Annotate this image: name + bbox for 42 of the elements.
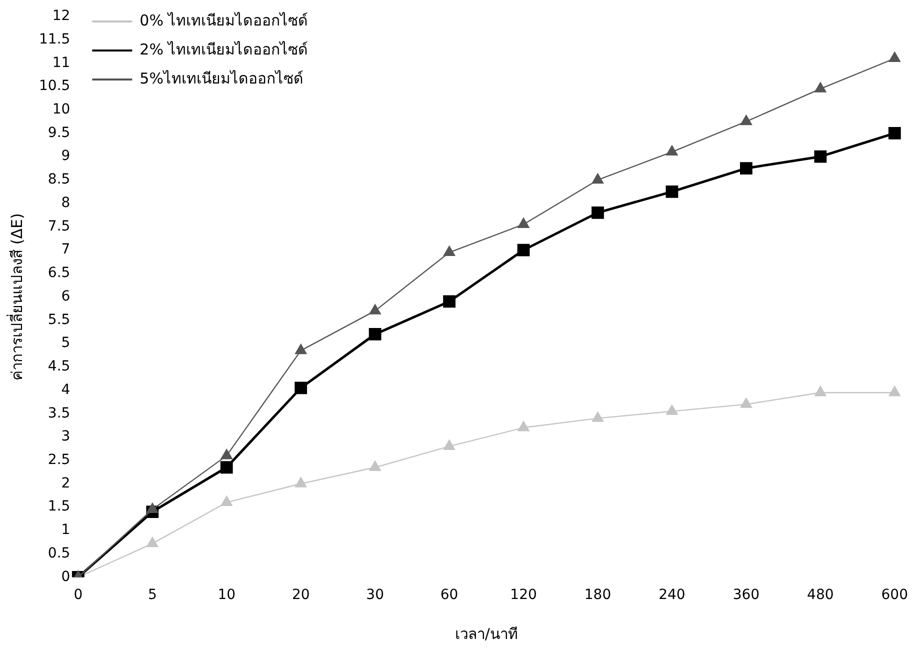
y-tick-label: 10.5 [39,78,70,94]
y-tick-label: 4 [61,382,70,398]
y-tick-label: 5 [61,335,70,352]
y-tick-label: 2 [61,475,70,492]
y-tick-label: 6 [61,288,70,304]
y-tick-label: 10 [52,102,70,118]
y-tick-label: 8.5 [48,172,70,188]
x-tick-label: 10 [218,587,236,604]
y-tick-label: 11 [52,54,70,71]
y-tick-label: 6.5 [48,265,70,282]
y-tick-label: 1.5 [48,498,70,515]
legend-label: 2% ไทเทเนียมไดออกไซด์ [140,40,308,58]
y-tick-label: 4.5 [48,358,70,375]
y-tick-label: 1 [61,522,70,538]
y-tick-label: 0 [61,568,70,585]
legend-label: 0% ไทเทเนียมไดออกไซด์ [140,11,308,30]
x-tick-label: 240 [658,587,686,604]
y-tick-label: 3.5 [48,405,70,422]
x-tick-label: 480 [807,587,834,604]
y-tick-label: 9 [61,148,70,164]
legend-label: 5%ไทเทเนียมไดออกไซด์ [140,69,304,88]
y-tick-label: 3 [61,428,70,445]
x-tick-label: 30 [366,587,384,604]
x-axis-title: เวลา/นาที [454,624,518,643]
y-tick-label: 8 [61,194,70,211]
y-tick-label: 7 [61,242,70,258]
x-tick-label: 360 [732,587,760,604]
y-tick-label: 7.5 [48,218,70,234]
y-tick-label: 11.5 [39,31,70,48]
y-tick-label: 9.5 [48,124,70,141]
x-tick-label: 600 [881,587,908,604]
y-tick-label: 12 [52,8,70,24]
x-tick-label: 20 [292,587,310,604]
y-tick-label: 0.5 [48,545,70,562]
y-tick-label: 5.5 [48,312,70,328]
x-tick-label: 5 [148,587,157,604]
x-tick-label: 120 [510,587,537,604]
y-axis-title: ค่าการเปลี่ยนแปลงสี (ΔE) [6,213,26,380]
x-tick-label: 60 [440,587,458,604]
x-tick-label: 0 [74,587,83,604]
x-tick-label: 180 [584,587,612,604]
y-tick-label: 2.5 [48,452,70,468]
